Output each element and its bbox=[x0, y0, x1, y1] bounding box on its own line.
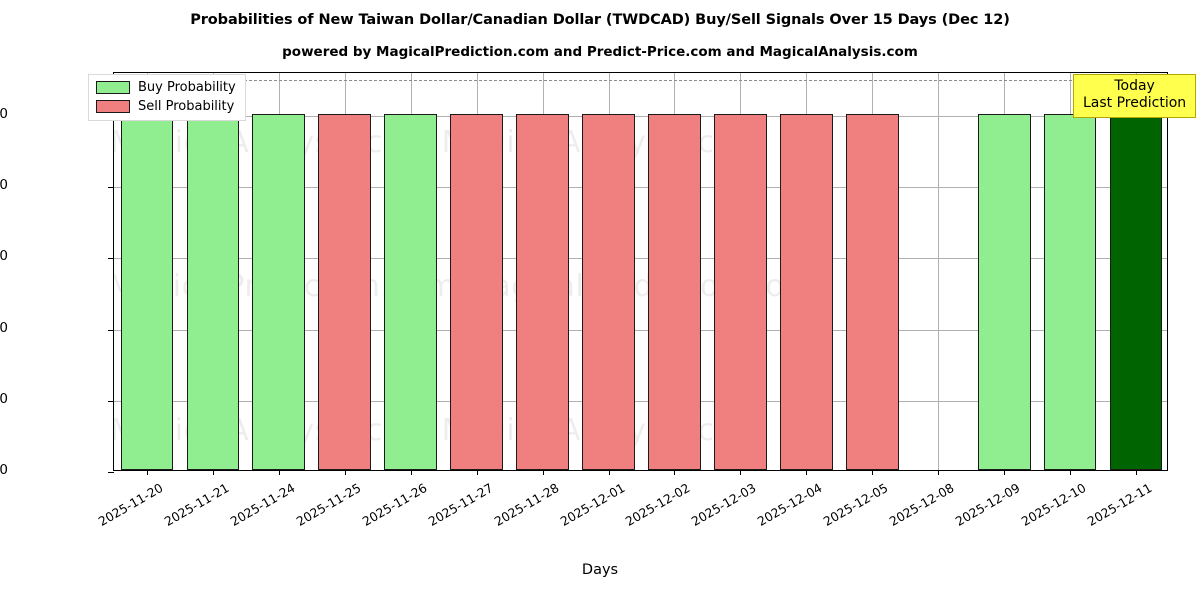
legend-item-sell: Sell Probability bbox=[96, 99, 236, 114]
y-axis-tick-label: 60 bbox=[0, 248, 8, 265]
legend-item-buy: Buy Probability bbox=[96, 80, 236, 95]
bar-buy[interactable] bbox=[977, 113, 1031, 470]
legend-label-buy: Buy Probability bbox=[138, 80, 236, 95]
today-annotation: Today Last Prediction bbox=[1073, 74, 1197, 119]
gridline-horizontal bbox=[114, 115, 1167, 117]
x-axis-tick bbox=[674, 470, 675, 475]
y-axis-tick bbox=[108, 472, 114, 473]
legend-label-sell: Sell Probability bbox=[138, 99, 235, 114]
gridline-horizontal bbox=[114, 329, 1167, 331]
bar-buy[interactable] bbox=[252, 113, 306, 470]
x-axis-tick bbox=[1136, 470, 1137, 475]
plot-inner: MagicalAnalysis.com MagicalAnalysis.com M… bbox=[114, 73, 1167, 470]
y-axis-tick-label: 0 bbox=[0, 462, 8, 478]
x-axis-tick bbox=[345, 470, 346, 475]
bar-sell[interactable] bbox=[845, 113, 899, 470]
y-axis-tick-label: 80 bbox=[0, 177, 8, 193]
bar-series-layer bbox=[114, 73, 1167, 470]
y-axis-tick-label: 40 bbox=[0, 319, 8, 336]
legend-swatch-sell bbox=[96, 100, 130, 113]
plot-area: MagicalAnalysis.com MagicalAnalysis.com M… bbox=[108, 72, 1168, 475]
bar-sell[interactable] bbox=[648, 113, 701, 470]
gridline-vertical bbox=[938, 73, 939, 470]
bar-sell[interactable] bbox=[714, 113, 767, 470]
x-axis-tick bbox=[543, 470, 544, 475]
x-axis-tick bbox=[938, 470, 939, 475]
y-axis-tick bbox=[108, 329, 114, 331]
bar-sell[interactable] bbox=[582, 113, 635, 470]
bar-buy[interactable] bbox=[1043, 113, 1097, 470]
x-axis-tick bbox=[1070, 470, 1071, 475]
chart-legend: Buy Probability Sell Probability bbox=[88, 74, 246, 121]
gridline-horizontal bbox=[114, 187, 1167, 188]
x-axis-tick bbox=[147, 470, 148, 475]
y-axis-tick bbox=[108, 400, 114, 402]
gridline-horizontal bbox=[114, 258, 1167, 260]
bar-buy[interactable] bbox=[384, 113, 438, 470]
x-axis-tick bbox=[411, 470, 412, 475]
bar-sell[interactable] bbox=[318, 113, 372, 470]
y-axis-tick-label: 20 bbox=[0, 390, 8, 407]
chart-title: Probabilities of New Taiwan Dollar/Canad… bbox=[190, 12, 1010, 28]
bar-today-buy[interactable] bbox=[1109, 113, 1163, 470]
today-annotation-line1: Today bbox=[1114, 78, 1155, 94]
x-axis-tick bbox=[1004, 470, 1005, 475]
x-axis-tick bbox=[279, 470, 280, 475]
x-axis-tick bbox=[609, 470, 610, 475]
bar-sell[interactable] bbox=[779, 113, 833, 470]
today-annotation-line2: Last Prediction bbox=[1083, 95, 1187, 112]
reference-line bbox=[114, 80, 1167, 82]
x-axis-tick bbox=[872, 470, 873, 475]
x-axis-tick bbox=[740, 470, 741, 475]
legend-swatch-buy bbox=[96, 81, 130, 94]
y-axis-tick-label: 100 bbox=[0, 105, 8, 122]
bar-sell[interactable] bbox=[450, 113, 504, 470]
x-axis-tick bbox=[806, 470, 807, 475]
bar-buy[interactable] bbox=[186, 113, 240, 470]
y-axis-tick bbox=[108, 187, 114, 188]
bar-sell[interactable] bbox=[516, 113, 569, 470]
y-axis-tick bbox=[108, 258, 114, 260]
gridline-horizontal bbox=[114, 400, 1167, 402]
bar-buy[interactable] bbox=[120, 113, 174, 470]
x-axis-title: Days bbox=[581, 562, 619, 578]
x-axis-tick bbox=[477, 470, 478, 475]
chart-subtitle: powered by MagicalPrediction.com and Pre… bbox=[282, 44, 918, 60]
x-axis-tick bbox=[213, 470, 214, 475]
